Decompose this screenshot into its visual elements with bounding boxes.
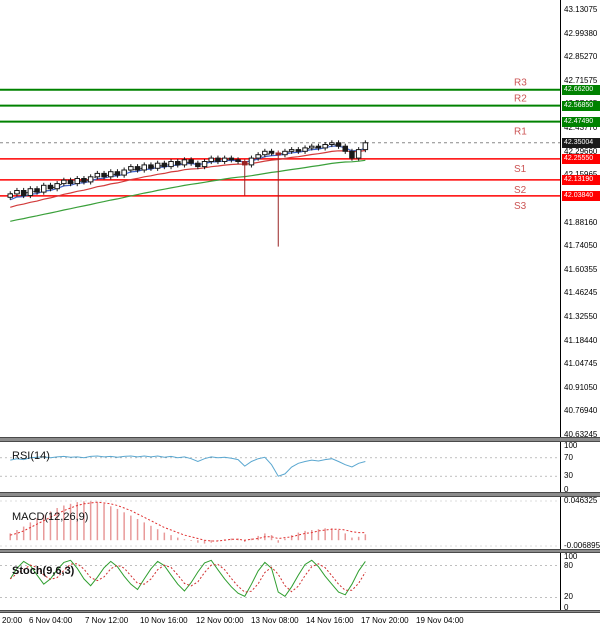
price-tick-label: 41.18440 <box>564 335 598 345</box>
panel-splitter-4[interactable] <box>0 610 600 613</box>
current-price-label: 42.35004 <box>562 137 600 148</box>
macd-label: MACD(12,26,9) <box>12 511 89 523</box>
macd-axis: 0.046325 -0.006895 <box>560 496 600 550</box>
time-label: 20:00 <box>2 616 23 625</box>
level-letter-R3: R3 <box>514 78 527 89</box>
time-label: 12 Nov 00:00 <box>196 616 244 625</box>
stochastic-label: Stoch(9,6,3) <box>12 565 75 577</box>
stochastic-k-line <box>9 559 366 597</box>
stochastic-d-line <box>9 563 366 593</box>
price-tick-label: 41.46245 <box>564 288 598 298</box>
time-label: 14 Nov 16:00 <box>306 616 354 625</box>
price-axis: 43.1307542.9938042.8527042.7157542.57465… <box>560 0 600 439</box>
price-tick-label: 40.63245 <box>564 430 598 439</box>
macd-tick-label: -0.006895 <box>564 541 600 550</box>
level-letter-S3: S3 <box>514 201 527 212</box>
rsi-chart-canvas[interactable] <box>0 442 560 492</box>
time-label: 17 Nov 20:00 <box>361 616 409 625</box>
time-axis: 20:00 6 Nov 04:00 7 Nov 12:00 10 Nov 16:00 1… <box>0 613 600 631</box>
price-tick-label: 40.76940 <box>564 406 598 416</box>
macd-panel: MACD(12,26,9) 0.046325 -0.006895 <box>0 496 600 550</box>
level-letter-R2: R2 <box>514 94 527 105</box>
price-tick-label: 42.43770 <box>564 123 598 133</box>
macd-histogram <box>9 501 367 544</box>
macd-signal-line <box>10 501 366 542</box>
stochastic-tick-label: 100 <box>564 552 578 561</box>
rsi-tick-label: 100 <box>564 441 578 450</box>
level-price-label-R1: 42.47490 <box>562 116 600 127</box>
stochastic-tick-label: 80 <box>564 560 573 570</box>
rsi-tick-label: 0 <box>564 485 569 494</box>
stochastic-axis: 100 80 20 0 <box>560 552 600 612</box>
time-label: 10 Nov 16:00 <box>140 616 188 625</box>
panel-splitter-2[interactable] <box>0 492 600 497</box>
rsi-panel: RSI(14) 100 70 30 0 <box>0 441 600 494</box>
price-tick-label: 42.99380 <box>564 28 598 38</box>
price-tick-label: 42.29660 <box>564 146 598 156</box>
level-letter-R1: R1 <box>514 127 527 138</box>
time-label: 6 Nov 04:00 <box>29 616 73 625</box>
price-chart-canvas[interactable]: R3 R2 R1 S1 S2 S3 <box>0 0 560 437</box>
rsi-axis: 100 70 30 0 <box>560 441 600 494</box>
time-label: 13 Nov 08:00 <box>251 616 299 625</box>
macd-tick-label: 0.046325 <box>564 496 598 505</box>
panel-splitter-1[interactable] <box>0 437 600 442</box>
price-tick-label: 41.60355 <box>564 264 598 274</box>
level-price-label-S2: 42.13190 <box>562 174 600 185</box>
panel-splitter-3[interactable] <box>0 549 600 553</box>
ma-red-line <box>10 149 366 208</box>
level-letter-S2: S2 <box>514 185 527 196</box>
price-tick-label: 41.04745 <box>564 359 598 369</box>
time-label: 7 Nov 12:00 <box>85 616 129 625</box>
rsi-tick-label: 70 <box>564 452 573 462</box>
price-tick-label: 41.32550 <box>564 311 598 321</box>
level-price-label-R2: 42.56850 <box>562 100 600 111</box>
rsi-tick-label: 30 <box>564 471 573 481</box>
stochastic-tick-label: 0 <box>564 603 569 612</box>
level-letter-S1: S1 <box>514 164 527 175</box>
price-tick-label: 43.13075 <box>564 5 598 14</box>
stochastic-panel: Stoch(9,6,3) 100 80 20 0 <box>0 552 600 612</box>
rsi-line <box>10 455 366 477</box>
price-tick-label: 40.91050 <box>564 382 598 392</box>
price-tick-label: 41.74050 <box>564 241 598 251</box>
price-tick-label: 42.71575 <box>564 75 598 85</box>
price-tick-label: 42.15965 <box>564 171 597 179</box>
level-price-label-R3: 42.66200 <box>562 84 600 95</box>
stochastic-tick-label: 20 <box>564 592 573 602</box>
price-panel: R3 R2 R1 S1 S2 S3 43.13075 42.99380 42.85270 42.… <box>0 0 600 439</box>
candlestick-series <box>7 140 369 247</box>
time-label: 19 Nov 04:00 <box>416 616 464 625</box>
macd-chart-canvas[interactable] <box>0 497 560 549</box>
rsi-label: RSI(14) <box>12 450 50 462</box>
price-tick-label: 41.88160 <box>564 217 598 227</box>
ma-green-line <box>10 159 366 222</box>
price-tick-label: 42.85270 <box>564 52 598 62</box>
level-price-label-S3: 42.03840 <box>562 190 600 201</box>
level-price-label-S1: 42.25550 <box>562 153 600 164</box>
stochastic-chart-canvas[interactable] <box>0 553 560 610</box>
